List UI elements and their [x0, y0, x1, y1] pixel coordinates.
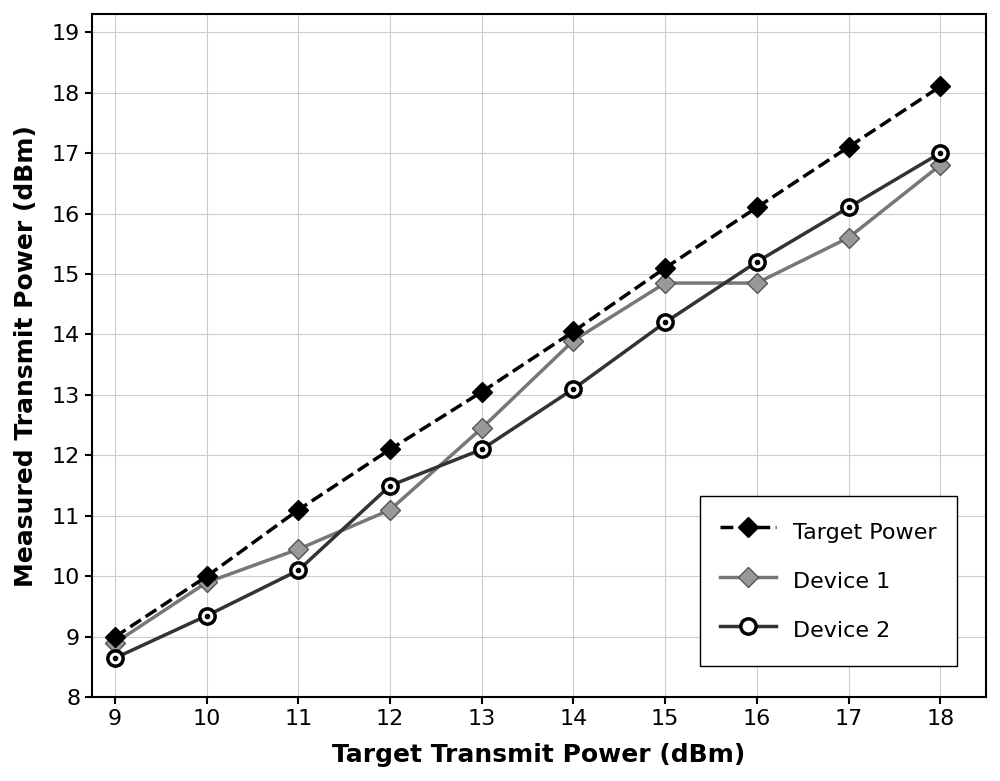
- Target Power: [934, 82, 946, 91]
- Target Power: [843, 142, 855, 152]
- Target Power: [476, 387, 488, 397]
- Target Power: [567, 326, 579, 336]
- Target Power: [659, 263, 671, 273]
- X-axis label: Target Transmit Power (dBm): Target Transmit Power (dBm): [332, 743, 746, 767]
- Device 2: [659, 318, 671, 327]
- Device 1: [201, 578, 213, 587]
- Device 1: [843, 233, 855, 242]
- Line: Target Power: Target Power: [108, 80, 947, 644]
- Device 2: [934, 148, 946, 158]
- Device 2: [751, 257, 763, 266]
- Device 2: [384, 481, 396, 490]
- Line: Device 2: Device 2: [107, 145, 948, 665]
- Device 1: [476, 423, 488, 433]
- Device 2: [292, 565, 304, 575]
- Legend: Target Power, Device 1, Device 2: Target Power, Device 1, Device 2: [700, 496, 957, 665]
- Device 1: [292, 544, 304, 554]
- Device 2: [476, 444, 488, 454]
- Target Power: [751, 203, 763, 212]
- Device 1: [934, 160, 946, 169]
- Device 2: [843, 203, 855, 212]
- Device 1: [109, 638, 121, 647]
- Y-axis label: Measured Transmit Power (dBm): Measured Transmit Power (dBm): [14, 125, 38, 587]
- Target Power: [201, 572, 213, 581]
- Device 1: [567, 336, 579, 345]
- Device 2: [109, 654, 121, 663]
- Line: Device 1: Device 1: [108, 159, 947, 650]
- Device 1: [659, 278, 671, 287]
- Device 1: [384, 505, 396, 515]
- Device 2: [567, 384, 579, 394]
- Target Power: [109, 633, 121, 642]
- Target Power: [384, 444, 396, 454]
- Target Power: [292, 505, 304, 515]
- Device 1: [751, 278, 763, 287]
- Device 2: [201, 611, 213, 620]
